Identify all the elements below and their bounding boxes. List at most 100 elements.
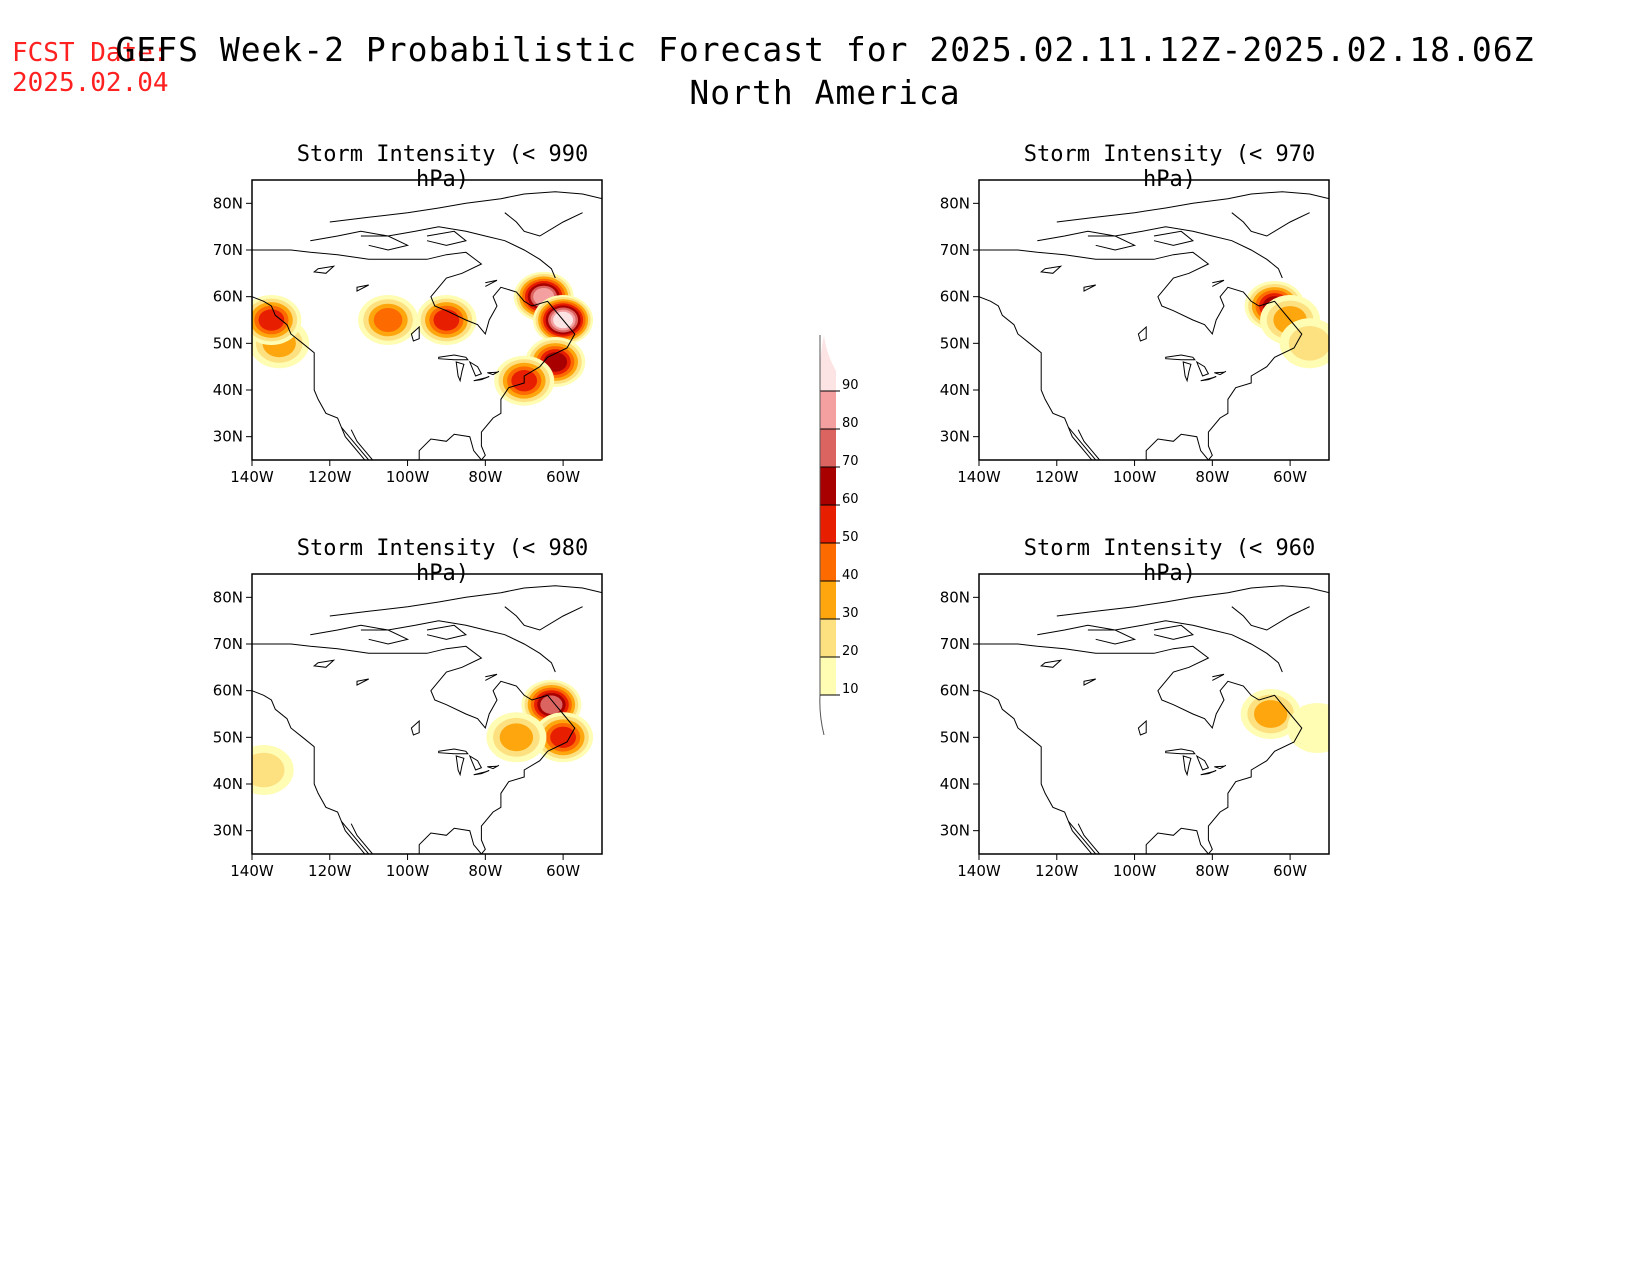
forecast-date-label: FCST Date: [12,38,169,68]
probability-region [1287,703,1329,753]
lat-tick-label: 70N [213,635,243,653]
probability-region [373,308,403,332]
map-frame [251,573,603,855]
lake-outline [473,376,490,382]
title-line1: GEFS Week-2 Probabilistic Forecast for 2… [115,30,1535,69]
lon-tick-label: 100W [386,862,430,880]
coastline [979,296,1097,460]
panel-title: Storm Intensity (< 990 hPa) [296,142,589,192]
coastline [1231,212,1310,237]
coastline [979,690,1097,854]
lake-outline [487,764,500,770]
probability-region [543,352,568,372]
coastline [1077,823,1100,854]
map-frame [978,573,1330,855]
lake-outline [455,361,465,383]
coastline [252,643,576,854]
lake-outline [473,770,490,776]
lake-outline [312,265,336,274]
map-frame [978,179,1330,461]
coastline [1056,191,1329,223]
lat-tick-label: 80N [213,194,243,212]
colorbar-label: 70 [842,454,859,469]
colorbar-swatch [820,467,836,505]
probability-region [258,309,285,331]
coastline [1153,624,1195,640]
lake-outline [1165,354,1196,361]
lat-tick-label: 40N [940,775,970,793]
coastline [485,673,498,681]
lat-tick-label: 70N [940,241,970,259]
lat-tick-label: 40N [213,775,243,793]
lake-outline [1165,748,1196,755]
coastline [504,212,583,237]
lat-tick-label: 30N [213,822,243,840]
lake-outline [487,370,500,376]
map-frame [251,179,603,461]
coastline [329,585,602,617]
coastline [1212,673,1225,681]
colorbar-swatch [820,657,836,695]
lat-tick-label: 60N [940,682,970,700]
lake-outline [438,354,469,361]
colorbar-label: 20 [842,644,859,659]
colorbar-label: 40 [842,568,859,583]
lake-outline [356,678,369,686]
lat-tick-label: 70N [213,241,243,259]
coastline [360,235,410,251]
lake-outline [1195,360,1210,377]
lon-tick-label: 140W [230,862,274,880]
lat-tick-label: 30N [940,428,970,446]
lake-outline [410,719,420,736]
coastline [1077,429,1100,460]
forecast-date: FCST Date: 2025.02.04 [12,38,169,98]
panel-990: Storm Intensity (< 990 hPa) 80N 70N 60N 50N… [200,142,660,522]
lat-tick-label: 80N [213,588,243,606]
colorbar-swatch [820,391,836,429]
probability-region [550,726,576,748]
lon-tick-label: 60W [1273,862,1307,880]
lat-tick-label: 60N [940,288,970,306]
coastline [310,226,556,279]
coastline [350,823,373,854]
coastline [350,429,373,460]
lake-outline [1083,284,1096,292]
lat-tick-label: 30N [940,822,970,840]
probability-region [252,752,285,788]
colorbar-label: 60 [842,492,859,507]
colorbar-swatch [820,543,836,581]
coastline [1212,279,1225,287]
coastline [1037,620,1283,673]
coastline [426,230,468,246]
lon-tick-label: 80W [1195,468,1229,486]
probability-region [1288,326,1329,361]
colorbar-tail [819,694,825,735]
lat-tick-label: 40N [940,381,970,399]
coastline [426,624,468,640]
lake-outline [312,659,336,668]
lake-outline [1195,754,1210,771]
lake-outline [468,360,483,377]
page-title: GEFS Week-2 Probabilistic Forecast for 2… [0,30,1650,112]
lon-tick-label: 100W [1113,468,1157,486]
coastline [360,629,410,645]
colorbar-label: 10 [842,682,859,697]
lon-tick-label: 140W [230,468,274,486]
colorbar-swatch [820,581,836,619]
colorbar-label: 50 [842,530,859,545]
coastline [329,191,602,223]
coastline [252,296,370,460]
lake-outline [1182,361,1192,383]
coastline [1153,230,1195,246]
map-970: 80N 70N 60N 50N 40N 30N 140W 120W 100W 80W 60W [940,179,1330,486]
lat-tick-label: 50N [940,334,970,352]
lake-outline [468,754,483,771]
lat-tick-label: 50N [213,728,243,746]
lake-outline [1200,376,1217,382]
coastline [252,690,370,854]
lon-tick-label: 60W [546,862,580,880]
lake-outline [356,284,369,292]
lake-outline [1039,265,1063,274]
coastline [1087,235,1137,251]
map-990: 80N 70N 60N 50N 40N 30N 140W 120W 100W 80W 60W [213,179,603,486]
